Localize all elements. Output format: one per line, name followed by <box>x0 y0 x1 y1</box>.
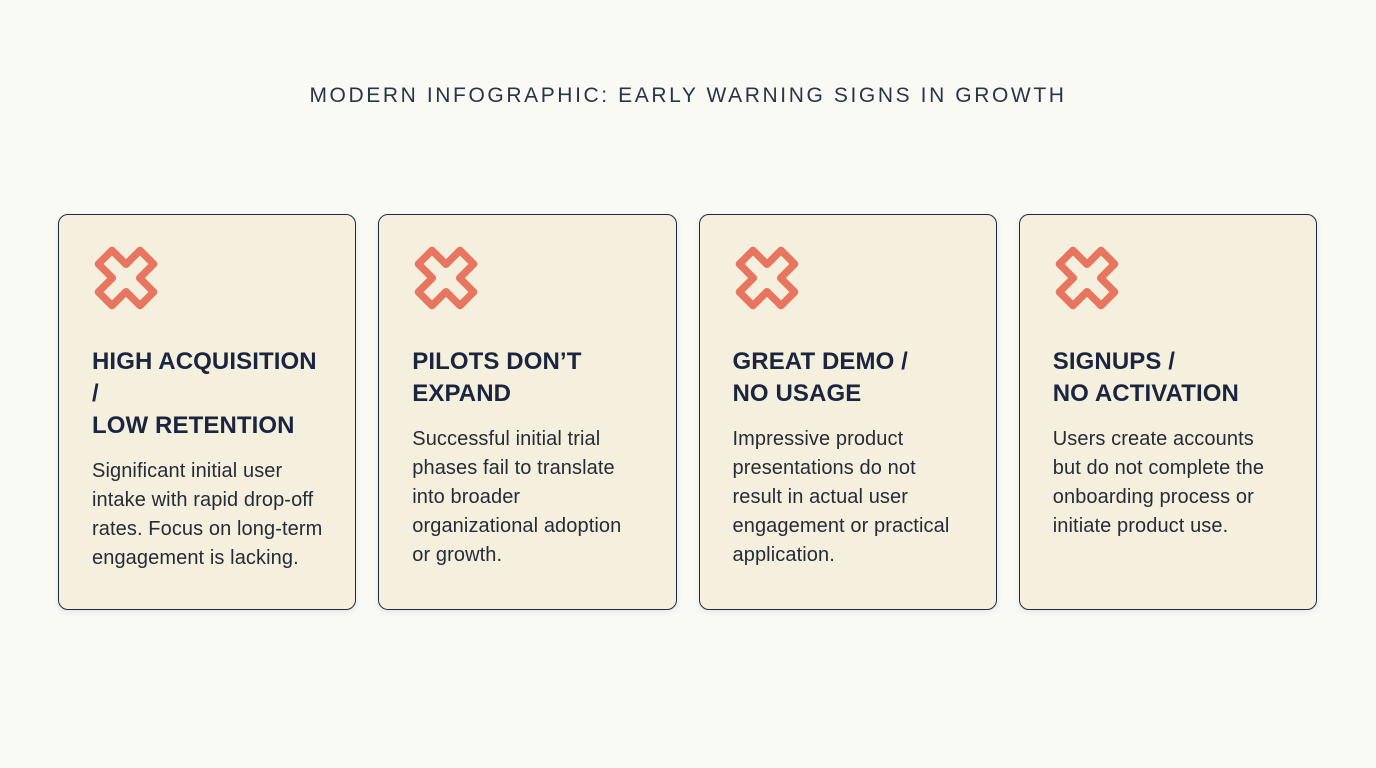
card-title-line: HIGH ACQUISITION / <box>92 348 317 407</box>
card-title-line: NO ACTIVATION <box>1052 380 1239 407</box>
card-description: Successful initial trial phases fail to … <box>412 428 622 566</box>
x-mark-icon <box>733 244 801 312</box>
card-title-line: LOW RETENTION <box>92 412 295 439</box>
card-pilots-dont-expand: PILOTS DON’T EXPAND Successful initial t… <box>378 214 677 610</box>
x-mark-icon <box>92 244 160 312</box>
card-title-line: EXPAND <box>412 380 512 407</box>
card-description: Significant initial user intake with rap… <box>92 460 323 569</box>
page-title: MODERN INFOGRAPHIC: EARLY WARNING SIGNS … <box>309 84 1067 108</box>
card-description: Impressive product presentations do not … <box>732 428 950 566</box>
warning-cards-row: HIGH ACQUISITION / LOW RETENTION Signifi… <box>58 214 1317 610</box>
x-mark-icon <box>1053 244 1121 312</box>
card-title-line: SIGNUPS / <box>1052 348 1176 375</box>
x-mark-icon <box>412 244 480 312</box>
card-title: GREAT DEMO / NO USAGE <box>733 346 964 410</box>
card-title-line: GREAT DEMO / <box>732 348 908 375</box>
card-title: HIGH ACQUISITION / LOW RETENTION <box>92 346 323 442</box>
card-high-acquisition-low-retention: HIGH ACQUISITION / LOW RETENTION Signifi… <box>58 214 357 610</box>
card-great-demo-no-usage: GREAT DEMO / NO USAGE Impressive product… <box>698 214 997 610</box>
card-signups-no-activation: SIGNUPS / NO ACTIVATION Users create acc… <box>1018 214 1317 610</box>
card-description: Users create accounts but do not complet… <box>1052 428 1265 537</box>
card-title-line: NO USAGE <box>732 380 862 407</box>
card-title-line: PILOTS DON’T <box>412 348 582 375</box>
card-title: PILOTS DON’T EXPAND <box>412 346 643 410</box>
card-title: SIGNUPS / NO ACTIVATION <box>1053 346 1284 410</box>
